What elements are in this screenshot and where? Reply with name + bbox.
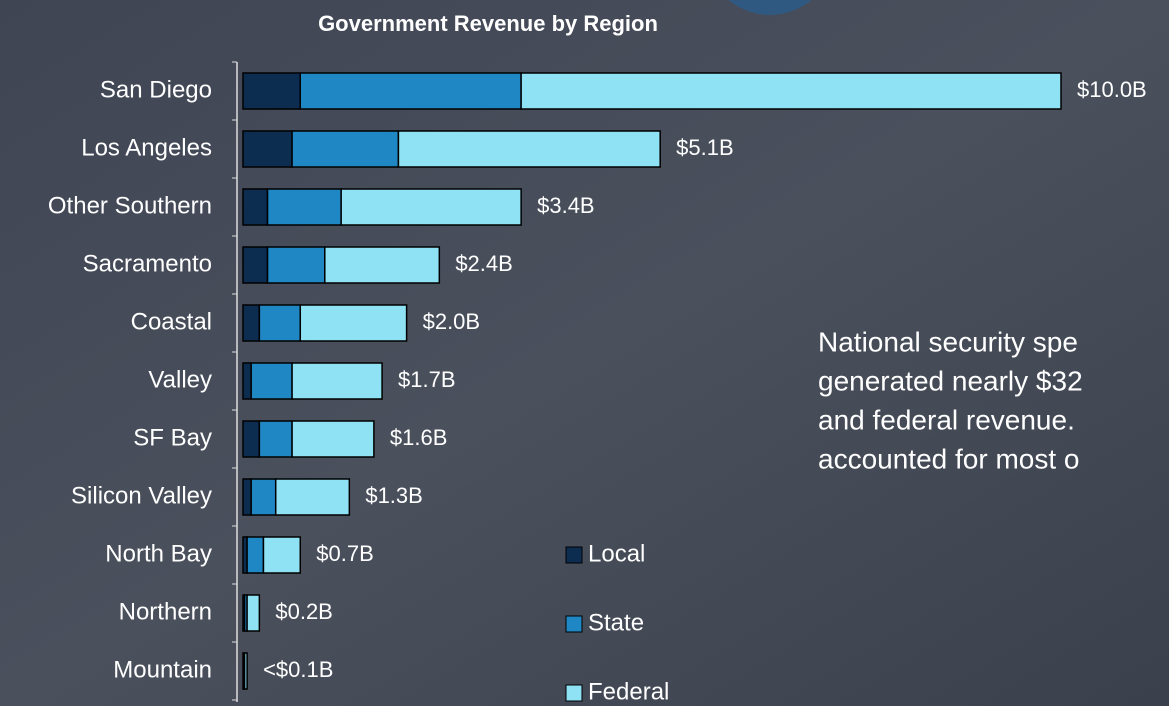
y-tick-label: Silicon Valley [71, 482, 212, 509]
bar-segment [243, 363, 251, 399]
bar-segment [325, 247, 440, 283]
legend-swatch [566, 616, 582, 632]
legend-label: Local [588, 540, 645, 567]
bar-segment [398, 131, 660, 167]
bar-segment [243, 73, 300, 109]
legend-swatch [566, 685, 582, 701]
legend-swatch [566, 547, 582, 563]
bar-segment [292, 131, 398, 167]
bar-segment [268, 189, 342, 225]
y-tick-label: North Bay [105, 540, 212, 567]
y-tick-label: Valley [148, 366, 212, 393]
bar-segment [276, 479, 350, 515]
bar-segment [259, 421, 292, 457]
bar-segment [243, 131, 292, 167]
total-label: $0.7B [316, 541, 374, 566]
annotation-line: generated nearly $32 [818, 365, 1083, 396]
legend-label: State [588, 609, 644, 636]
chart: Government Revenue by Region San Diego $1… [0, 0, 1169, 706]
total-label: $1.7B [398, 367, 456, 392]
bar-segment [263, 537, 300, 573]
bar-segment [300, 305, 406, 341]
total-label: $2.0B [423, 309, 481, 334]
total-label: <$0.1B [263, 657, 333, 682]
bar-segment [243, 247, 268, 283]
bar-segment [247, 537, 263, 573]
bar-segment [251, 479, 276, 515]
bar-segment [247, 595, 259, 631]
bar-segment [300, 73, 521, 109]
y-tick-label: Northern [119, 598, 212, 625]
total-label: $2.4B [455, 251, 513, 276]
page: Government Revenue by Region San Diego $1… [0, 0, 1169, 706]
bar-segment [259, 305, 300, 341]
bar-segment [243, 305, 259, 341]
y-tick-label: SF Bay [133, 424, 212, 451]
y-tick-label: Mountain [113, 656, 212, 683]
bar-segment [521, 73, 1061, 109]
y-tick-label: Coastal [131, 308, 212, 335]
total-label: $10.0B [1077, 77, 1147, 102]
bar-segment [245, 653, 247, 689]
y-tick-label: San Diego [100, 76, 212, 103]
bar-segment [243, 189, 268, 225]
total-label: $0.2B [275, 599, 333, 624]
y-tick-label: Other Southern [48, 192, 212, 219]
annotation-line: accounted for most o [818, 443, 1079, 474]
y-tick-label: Sacramento [83, 250, 212, 277]
bar-segment [341, 189, 521, 225]
bar-segment [292, 363, 382, 399]
bar-segment [243, 421, 259, 457]
total-label: $1.6B [390, 425, 448, 450]
annotation-line: and federal revenue. [818, 404, 1075, 435]
y-tick-label: Los Angeles [81, 134, 212, 161]
bar-segment [251, 363, 292, 399]
bar-segment [292, 421, 374, 457]
chart-title: Government Revenue by Region [318, 11, 658, 36]
total-label: $1.3B [365, 483, 423, 508]
bar-segment [268, 247, 325, 283]
annotation-line: National security spe [818, 326, 1078, 357]
legend-label: Federal [588, 678, 669, 705]
bar-segment [243, 479, 251, 515]
total-label: $5.1B [676, 135, 734, 160]
total-label: $3.4B [537, 193, 595, 218]
